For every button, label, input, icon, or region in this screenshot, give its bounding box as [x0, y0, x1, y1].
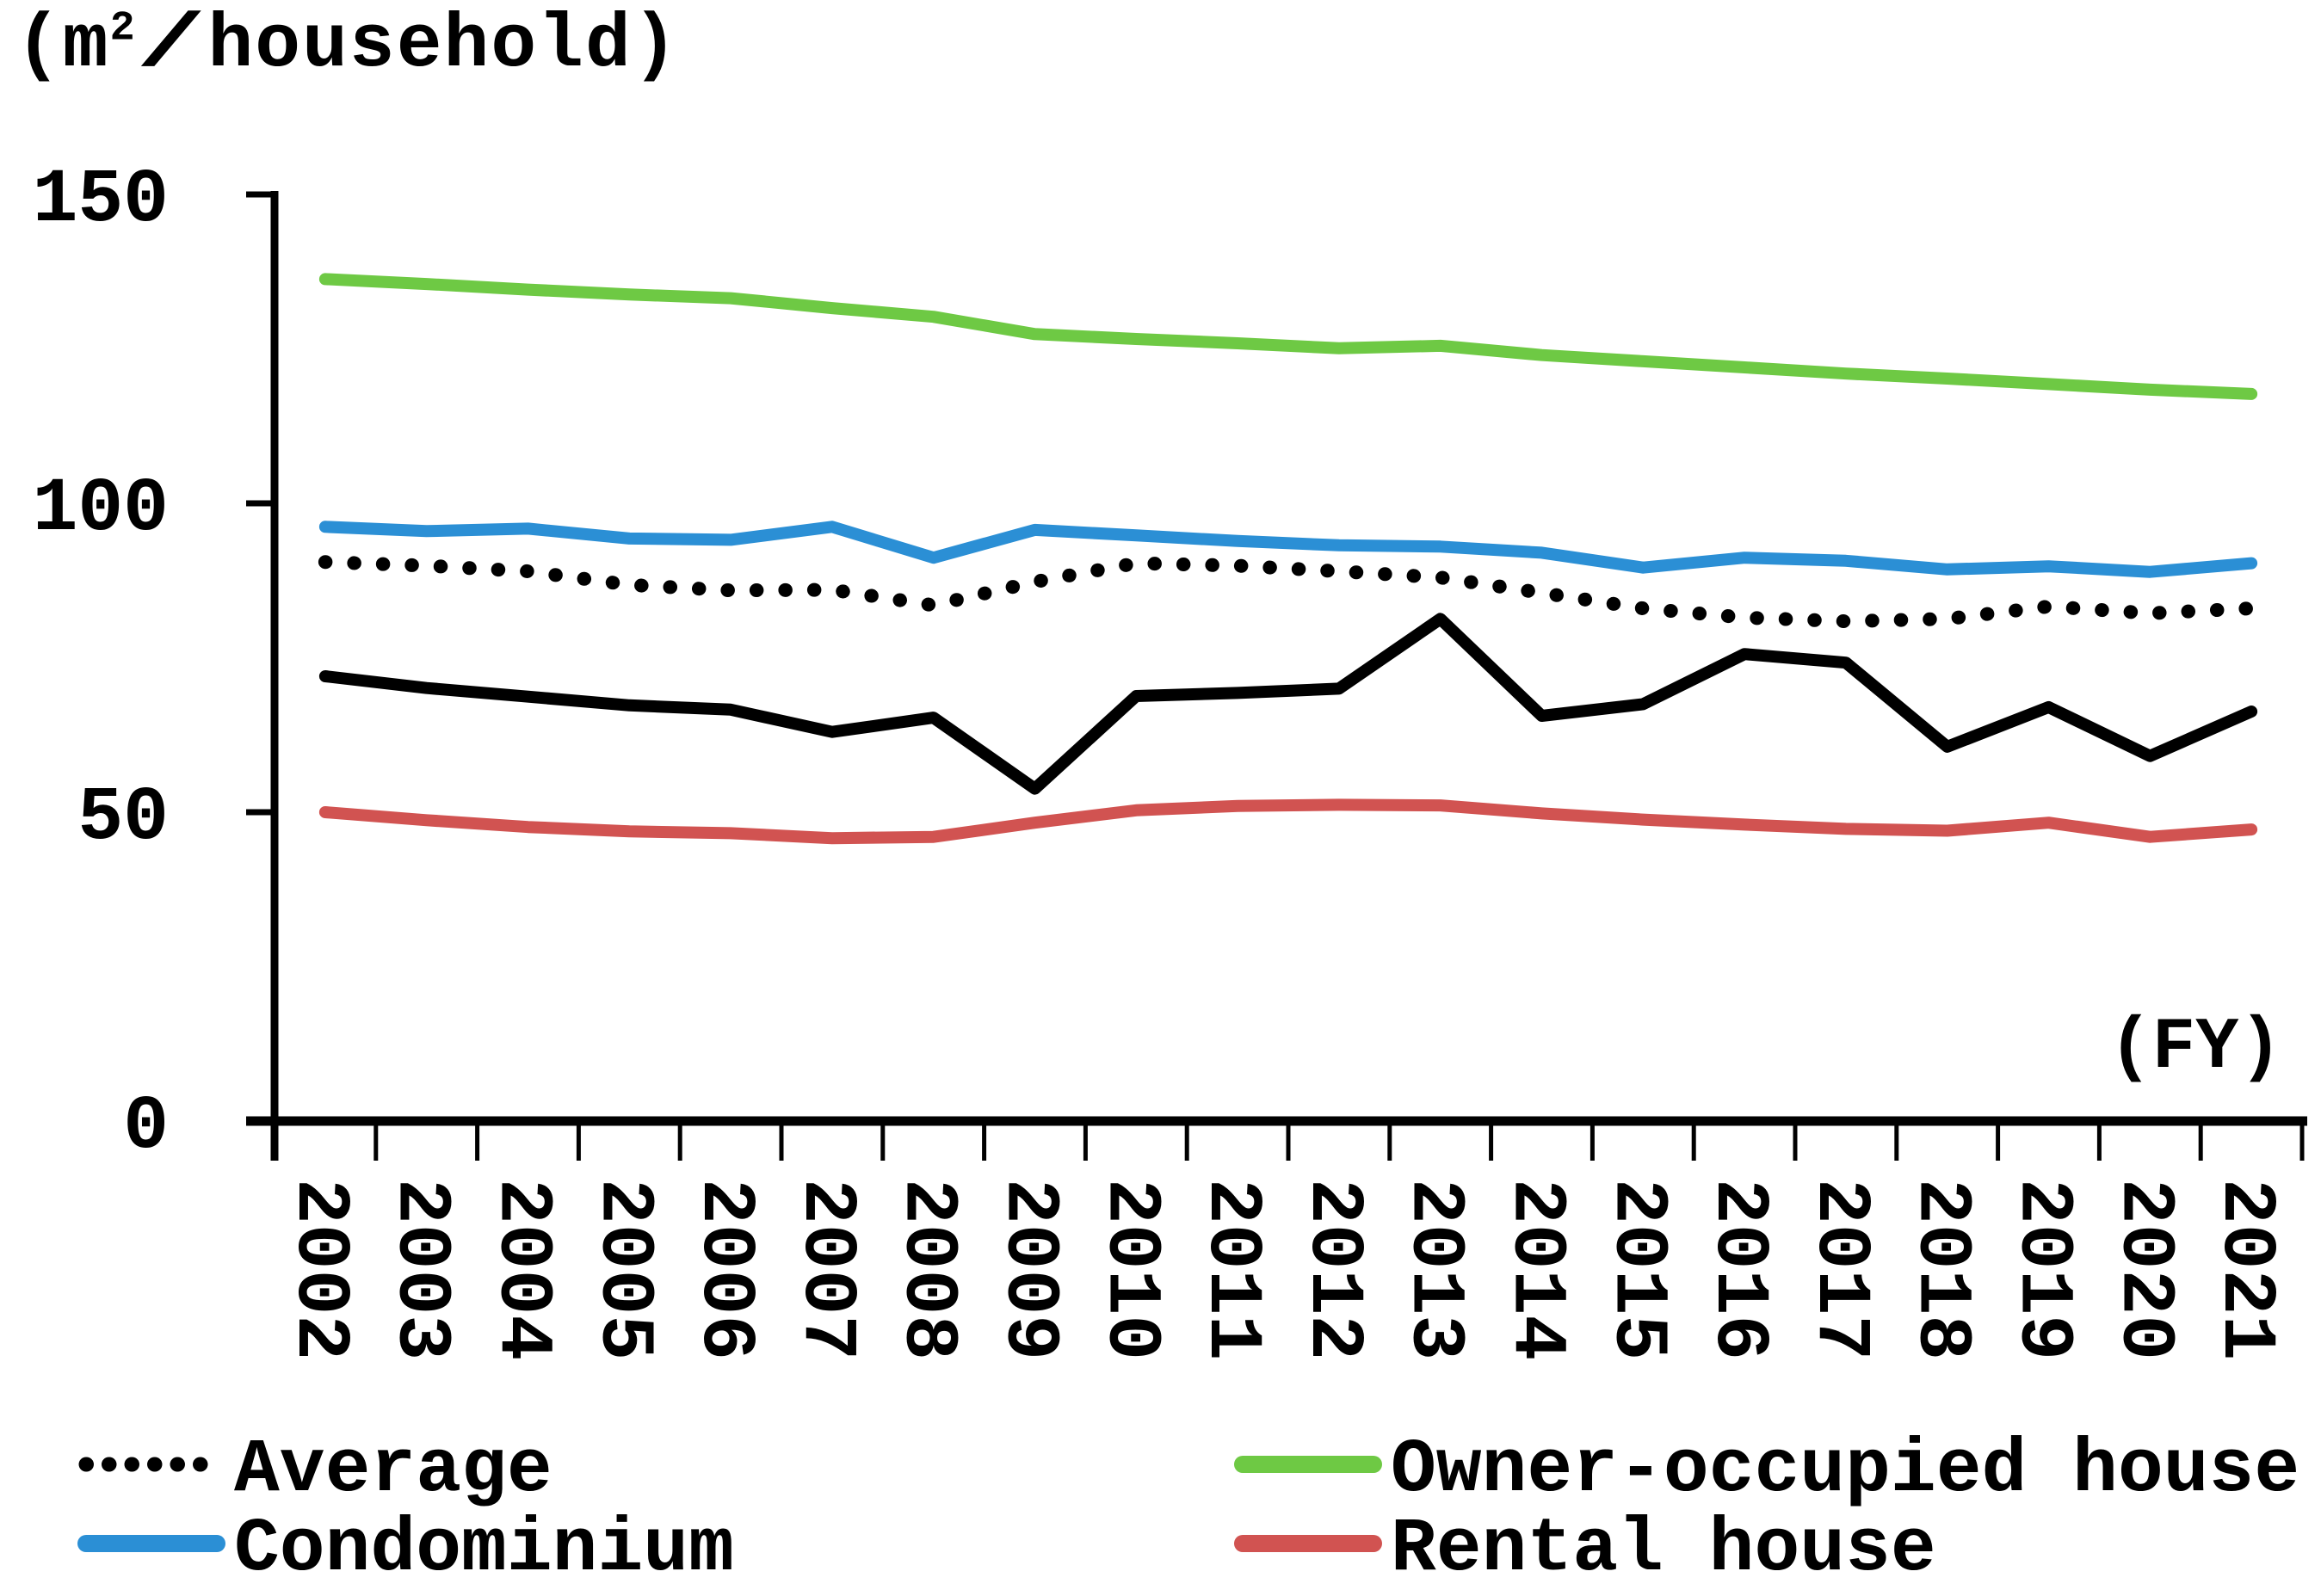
unit-rest: household): [207, 3, 680, 89]
series-line-owner-occupied-house: [318, 273, 2258, 400]
series-line-average: [318, 555, 2259, 629]
unit-superscript-2: 2: [109, 4, 137, 52]
x-tick-label-2021: 2021: [2202, 1179, 2287, 1360]
x-tick-label-2018: 2018: [1898, 1179, 1984, 1360]
y-tick-label-50: 50: [77, 776, 169, 861]
x-tick-label-2007: 2007: [783, 1179, 868, 1360]
legend-label-owner-occupied-house: Owner-occupied house: [1391, 1428, 2299, 1513]
x-tick-label-2020: 2020: [2101, 1179, 2186, 1360]
x-tick-label-2011: 2011: [1188, 1179, 1274, 1360]
x-tick-label-2015: 2015: [1594, 1179, 1679, 1360]
x-tick-label-2012: 2012: [1290, 1179, 1375, 1360]
x-tick-label-2005: 2005: [580, 1179, 665, 1360]
x-tick-label-2004: 2004: [479, 1179, 565, 1360]
series-line-unlabeled-black: [318, 613, 2258, 795]
series-line-rental-house: [318, 798, 2258, 845]
x-tick-label-2016: 2016: [1695, 1179, 1781, 1360]
x-tick-label-2010: 2010: [1087, 1179, 1172, 1360]
legend-label-rental-house: Rental house: [1391, 1507, 1936, 1593]
unit-open: (m: [15, 3, 110, 89]
fy-label: (FY): [2108, 1008, 2282, 1089]
x-tick-label-2002: 2002: [276, 1179, 361, 1360]
x-tick-label-2009: 2009: [986, 1179, 1071, 1360]
y-tick-label-0: 0: [123, 1085, 169, 1170]
x-tick-label-2014: 2014: [1493, 1179, 1578, 1360]
legend-label-condominium: Condominium: [234, 1507, 734, 1593]
x-tick-label-2003: 2003: [378, 1179, 463, 1360]
unit-slash: /: [135, 3, 209, 89]
series-line-condominium: [318, 521, 2258, 578]
x-tick-label-2006: 2006: [682, 1179, 767, 1360]
x-tick-label-2008: 2008: [885, 1179, 970, 1360]
x-tick-label-2013: 2013: [1392, 1179, 1477, 1360]
y-tick-label-100: 100: [33, 467, 169, 552]
x-tick-label-2017: 2017: [1797, 1179, 1882, 1360]
x-tick-label-2019: 2019: [2000, 1179, 2085, 1360]
y-axis-unit-label: (m2/household): [15, 3, 680, 89]
y-tick-label-150: 150: [33, 158, 169, 243]
legend-label-average: Average: [234, 1428, 552, 1513]
